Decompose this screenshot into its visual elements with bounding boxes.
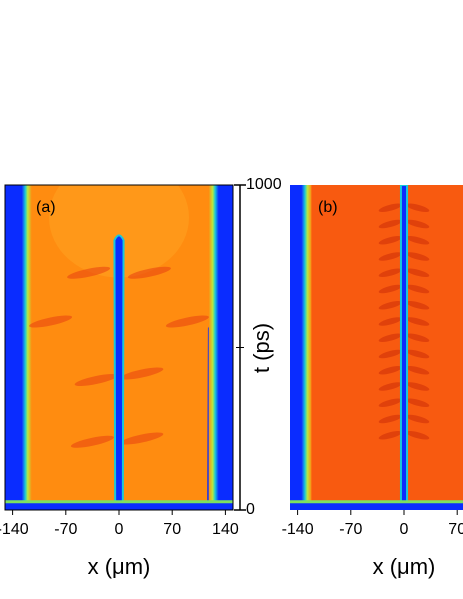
heatmap-a	[5, 185, 233, 510]
streak	[406, 317, 430, 326]
bottom-band	[5, 501, 233, 510]
streak	[29, 315, 73, 328]
channel	[113, 234, 125, 510]
streak	[406, 382, 430, 391]
panel-label: (b)	[318, 199, 338, 216]
highlight	[49, 185, 189, 278]
streak	[378, 398, 402, 407]
streak	[378, 349, 402, 359]
edge	[208, 185, 219, 510]
streak	[406, 349, 430, 359]
streak	[120, 432, 164, 445]
y-tick-label: 1000	[246, 176, 282, 193]
edge	[301, 185, 312, 510]
streak	[406, 268, 430, 277]
streak	[378, 268, 402, 277]
panel-label: (a)	[36, 199, 56, 216]
x-tick-label: -70	[339, 521, 362, 538]
y-axis-label: t (ps)	[249, 323, 274, 373]
streak	[406, 431, 430, 440]
streak	[378, 236, 402, 245]
streak	[165, 315, 209, 328]
streak	[74, 373, 118, 387]
bottom-band	[290, 501, 463, 510]
edge	[21, 185, 32, 510]
streak	[378, 284, 402, 294]
streak	[406, 301, 430, 310]
streak	[406, 236, 430, 245]
streak	[378, 414, 402, 424]
x-tick-label: 0	[400, 521, 409, 538]
x-tick-label: -140	[282, 521, 314, 538]
x-axis-label: x (μm)	[88, 554, 151, 579]
streak	[378, 317, 402, 326]
x-tick-label: -70	[54, 521, 77, 538]
streak	[406, 414, 430, 424]
streak	[406, 398, 430, 407]
streak	[378, 333, 402, 342]
x-axis-label: x (μm)	[373, 554, 436, 579]
streak	[406, 203, 430, 212]
bottom-edge	[5, 500, 233, 504]
channel	[399, 185, 409, 510]
x-tick-label: 70	[163, 521, 181, 538]
x-tick-label: 140	[212, 521, 239, 538]
y-tick-label: 0	[246, 501, 255, 518]
streak	[378, 431, 402, 440]
streak	[378, 366, 402, 375]
streak	[378, 203, 402, 212]
streak	[70, 435, 114, 448]
streak	[378, 219, 402, 229]
streak	[378, 382, 402, 391]
streak	[127, 266, 171, 279]
heatmap-b	[290, 185, 463, 510]
streak	[406, 366, 430, 375]
streak	[120, 367, 164, 380]
streak	[406, 284, 430, 294]
field	[306, 185, 463, 510]
streak	[378, 301, 402, 310]
streak	[406, 219, 430, 229]
streak	[378, 252, 402, 261]
x-tick-label: 0	[115, 521, 124, 538]
bottom-edge	[290, 500, 463, 504]
streak	[67, 266, 111, 279]
streak	[406, 252, 430, 261]
streak	[406, 333, 430, 342]
x-tick-label: 70	[448, 521, 463, 538]
x-tick-label: -140	[0, 521, 29, 538]
